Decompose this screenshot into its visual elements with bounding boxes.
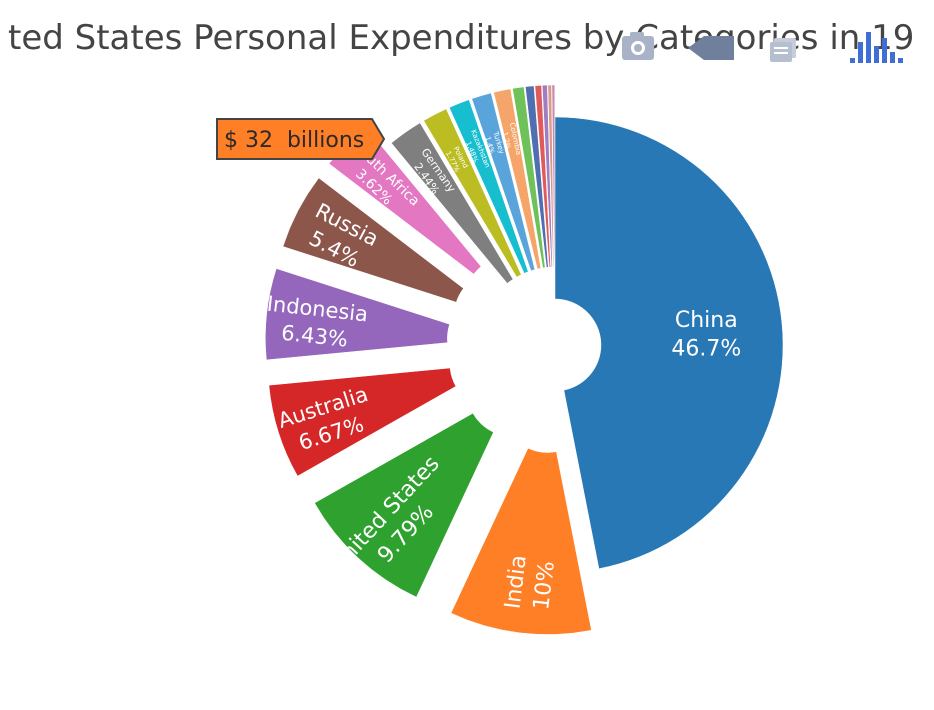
slice-label-india: India10% xyxy=(501,554,561,614)
slice-name: China xyxy=(675,308,738,333)
pie-slice-germany[interactable] xyxy=(391,122,514,284)
pie-slice-colombia[interactable] xyxy=(493,88,542,270)
pie-slice-kazakhstan[interactable] xyxy=(448,99,529,274)
hover-box xyxy=(216,118,386,160)
camera-icon[interactable] xyxy=(618,26,658,66)
pie-slices xyxy=(265,84,784,635)
pie-slice-slice-14[interactable] xyxy=(534,85,551,268)
pan-icon[interactable] xyxy=(686,26,734,66)
slice-percent: 10% xyxy=(529,560,560,612)
pie-slice-indonesia[interactable] xyxy=(265,268,450,361)
pie-slice-slice-13[interactable] xyxy=(525,85,549,268)
pie-slice-slice-16[interactable] xyxy=(547,84,555,268)
pie-slice-united-states[interactable] xyxy=(314,412,494,598)
pie-slice-slice-12[interactable] xyxy=(512,86,546,269)
pie-slice-slice-17[interactable] xyxy=(551,84,556,268)
pie-slice-turkey[interactable] xyxy=(471,92,536,272)
pie-slice-india[interactable] xyxy=(450,447,592,635)
pie-slice-russia[interactable] xyxy=(282,177,464,303)
slice-percent: 1.2% xyxy=(501,131,513,150)
pie-slice-australia[interactable] xyxy=(268,367,457,477)
reset-icon[interactable] xyxy=(766,26,806,66)
pie-slice-poland[interactable] xyxy=(423,108,522,278)
hover-label: $ 32 billions xyxy=(216,118,386,160)
pie-slice-china[interactable] xyxy=(554,116,784,570)
slice-percent: 46.7% xyxy=(671,337,741,362)
chart-title: ted States Personal Expenditures by Cate… xyxy=(8,18,914,58)
plotly-logo-icon[interactable] xyxy=(846,26,903,66)
slice-label-china: China 46.7% xyxy=(671,308,741,362)
pie-slice-slice-15[interactable] xyxy=(541,84,553,268)
hover-text: $ 32 billions xyxy=(224,128,364,153)
modebar xyxy=(618,26,918,66)
